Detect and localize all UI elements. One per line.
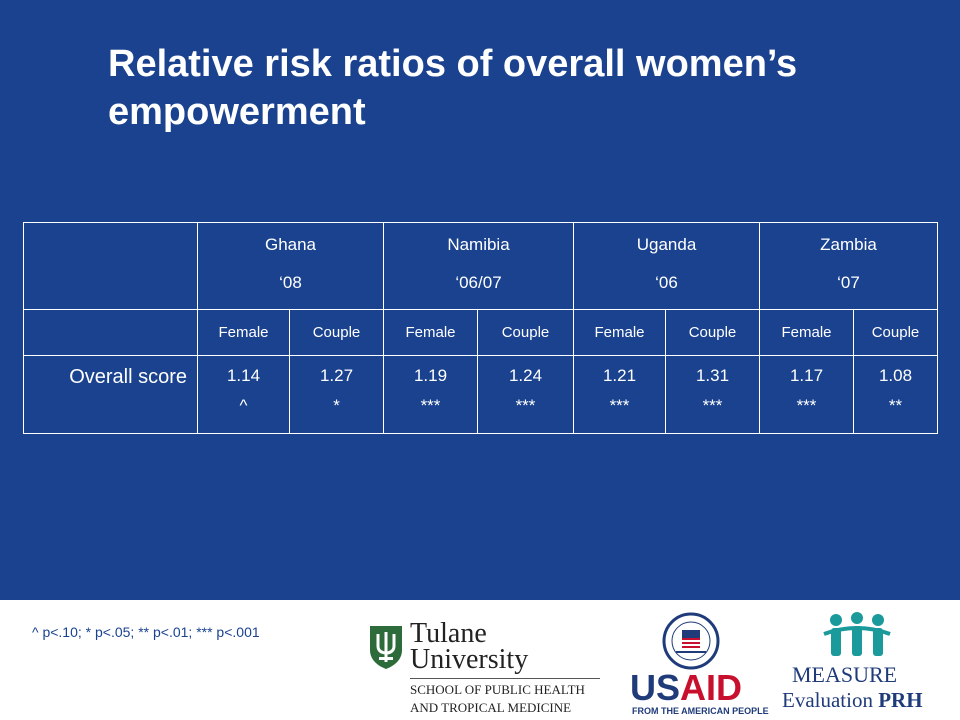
country-name: Uganda: [636, 235, 697, 254]
country-year: ‘08: [279, 273, 302, 292]
usaid-seal-icon: [662, 612, 720, 670]
subheader-cell: Female: [197, 309, 290, 356]
slide-title: Relative risk ratios of overall women’s …: [108, 43, 798, 133]
value-cell: 1.17 ***: [759, 355, 854, 434]
subheader-cell: Couple: [665, 309, 760, 356]
country-year: ‘06/07: [455, 273, 502, 292]
country-name: Namibia: [447, 235, 510, 254]
ratio-value: 1.27: [319, 366, 354, 385]
ratio-value: 1.08: [878, 366, 913, 385]
measure-line1: MEASURE: [792, 662, 898, 687]
people-figures-icon: [823, 612, 891, 656]
significance-marker: ***: [702, 396, 723, 415]
subheader-cell: Female: [759, 309, 854, 356]
significance-marker: *: [333, 396, 340, 415]
value-cell: 1.14 ^: [197, 355, 290, 434]
ratio-value: 1.31: [695, 366, 730, 385]
tulane-divider: [410, 678, 600, 679]
measure-prh: PRH: [878, 688, 923, 712]
significance-marker: ***: [796, 396, 817, 415]
value-cell: 1.19 ***: [383, 355, 478, 434]
subheader-cell: Female: [573, 309, 666, 356]
country-name: Zambia: [820, 235, 877, 254]
usaid-aid: AID: [680, 667, 743, 708]
measure-evaluation: Evaluation: [782, 688, 879, 712]
significance-marker: ***: [515, 396, 536, 415]
tulane-shield-icon: [370, 626, 402, 669]
country-header-row: Ghana ‘08 Namibia ‘06/07 Uganda ‘06 Zamb…: [23, 222, 938, 310]
tulane-name-line2: University: [410, 644, 529, 675]
slide-body: Relative risk ratios of overall women’s …: [0, 0, 960, 600]
country-year: ‘06: [655, 273, 678, 292]
measure-line2: Evaluation PRH: [782, 688, 923, 712]
ratio-value: 1.19: [413, 366, 448, 385]
ratio-value: 1.14: [226, 366, 261, 385]
significance-marker: **: [888, 396, 903, 415]
value-cell: 1.21 ***: [573, 355, 666, 434]
value-cell: 1.27 *: [289, 355, 384, 434]
tulane-logo: Tulane University SCHOOL OF PUBLIC HEALT…: [368, 618, 600, 718]
overall-score-row: Overall score 1.14 ^ 1.27 * 1.19 *** 1.24 **…: [23, 355, 938, 434]
value-cell: 1.08 **: [853, 355, 938, 434]
tulane-school-line2: AND TROPICAL MEDICINE: [410, 700, 572, 715]
tulane-name-line1: Tulane: [410, 618, 487, 649]
significance-marker: ^: [239, 396, 248, 415]
subheader-cell: Couple: [853, 309, 938, 356]
usaid-wordmark: USAID: [630, 668, 742, 708]
value-cell: 1.31 ***: [665, 355, 760, 434]
usaid-us: US: [630, 667, 681, 708]
ratio-value: 1.21: [602, 366, 637, 385]
significance-marker: ***: [420, 396, 441, 415]
subheader-cell: Couple: [289, 309, 384, 356]
subheader-row: Female Couple Female Couple Female Coupl…: [23, 309, 938, 356]
country-header-uganda: Uganda ‘06: [573, 222, 760, 310]
row-label: Overall score: [69, 366, 187, 388]
usaid-tagline: FROM THE AMERICAN PEOPLE: [632, 706, 769, 716]
empty-subheader-cell: [23, 309, 198, 356]
empty-corner-cell: [23, 222, 198, 310]
risk-ratio-table: Ghana ‘08 Namibia ‘06/07 Uganda ‘06 Zamb…: [23, 222, 938, 310]
country-year: ‘07: [837, 273, 860, 292]
country-header-zambia: Zambia ‘07: [759, 222, 938, 310]
ratio-value: 1.24: [508, 366, 543, 385]
value-cell: 1.24 ***: [477, 355, 574, 434]
usaid-logo: USAID FROM THE AMERICAN PEOPLE: [630, 610, 769, 718]
tulane-school-line1: SCHOOL OF PUBLIC HEALTH: [410, 682, 585, 697]
risk-ratio-subtable: Female Couple Female Couple Female Coupl…: [23, 309, 938, 434]
measure-evaluation-logo: MEASURE Evaluation PRH: [782, 612, 956, 718]
ratio-value: 1.17: [789, 366, 824, 385]
country-header-ghana: Ghana ‘08: [197, 222, 384, 310]
subheader-cell: Female: [383, 309, 478, 356]
subheader-cell: Couple: [477, 309, 574, 356]
significance-marker: ***: [609, 396, 630, 415]
row-label-cell: Overall score: [23, 355, 198, 434]
significance-footnote: ^ p<.10; * p<.05; ** p<.01; *** p<.001: [32, 624, 260, 640]
country-header-namibia: Namibia ‘06/07: [383, 222, 574, 310]
country-name: Ghana: [264, 235, 317, 254]
